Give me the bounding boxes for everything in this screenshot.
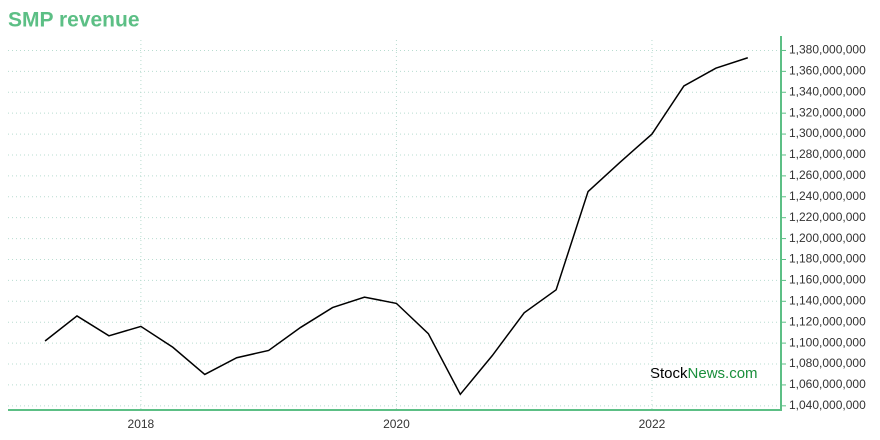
y-tick-label: 1,040,000,000: [789, 398, 866, 412]
x-tick-label: 2022: [639, 417, 666, 431]
y-tick-label: 1,080,000,000: [789, 356, 866, 370]
y-tick-label: 1,180,000,000: [789, 252, 866, 266]
x-tick-label: 2018: [128, 417, 155, 431]
y-tick-label: 1,280,000,000: [789, 147, 866, 161]
watermark: StockNews.com: [650, 365, 758, 382]
y-tick-label: 1,360,000,000: [789, 64, 866, 78]
y-tick-label: 1,320,000,000: [789, 105, 866, 119]
y-tick-label: 1,120,000,000: [789, 314, 866, 328]
watermark-part: Stock: [650, 365, 688, 382]
y-tick-label: 1,380,000,000: [789, 43, 866, 57]
watermark-part: News: [688, 365, 726, 382]
y-tick-label: 1,140,000,000: [789, 293, 866, 307]
watermark-part: .com: [725, 365, 758, 382]
x-tick-label: 2020: [383, 417, 410, 431]
y-tick-label: 1,200,000,000: [789, 231, 866, 245]
y-tick-label: 1,260,000,000: [789, 168, 866, 182]
y-tick-label: 1,300,000,000: [789, 126, 866, 140]
y-tick-label: 1,060,000,000: [789, 377, 866, 391]
y-tick-label: 1,240,000,000: [789, 189, 866, 203]
line: [44, 57, 749, 396]
y-tick-label: 1,340,000,000: [789, 84, 866, 98]
y-tick-label: 1,100,000,000: [789, 335, 866, 349]
y-tick-label: 1,160,000,000: [789, 273, 866, 287]
y-tick-label: 1,220,000,000: [789, 210, 866, 224]
chart-title: SMP revenue: [8, 9, 140, 32]
